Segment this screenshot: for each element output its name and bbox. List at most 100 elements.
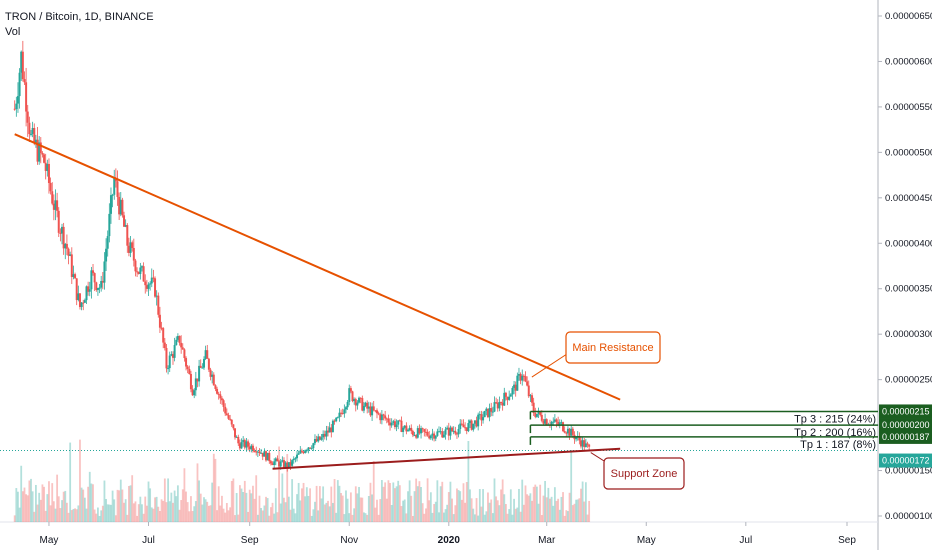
volume-bar (20, 465, 23, 522)
candle (522, 375, 525, 377)
volume-bar (49, 505, 52, 522)
volume-bar (531, 500, 533, 522)
candle (98, 287, 101, 289)
price-tick-label: 0.00000500 (885, 147, 932, 158)
candle (41, 152, 44, 155)
candle (424, 431, 427, 433)
time-tick-label: Sep (838, 535, 856, 546)
volume-bar (421, 503, 424, 522)
candle (163, 342, 166, 348)
candle (59, 232, 62, 234)
candle (209, 369, 212, 377)
volume-bar (67, 512, 70, 522)
candle (33, 128, 36, 144)
candle (516, 375, 519, 391)
volume-bar (25, 494, 28, 522)
volume-bar (196, 463, 199, 522)
candle (475, 420, 478, 427)
volume-bar (167, 478, 169, 522)
candle (498, 401, 501, 409)
candle (21, 51, 24, 80)
volume-bar (385, 498, 388, 522)
volume-bar (511, 514, 514, 522)
candle (341, 413, 344, 415)
volume-bar (38, 492, 41, 522)
candle (282, 460, 285, 468)
volume-bar (343, 514, 346, 522)
volume-bar (363, 512, 365, 522)
candle (369, 406, 372, 416)
volume-bar (85, 508, 88, 522)
volume-bar (181, 489, 184, 522)
volume-bar (41, 484, 44, 522)
candle (245, 441, 248, 448)
volume-bar (261, 510, 264, 522)
candle (439, 431, 442, 433)
volume-bar (263, 505, 266, 522)
price-tick-label: 0.00000350 (885, 284, 932, 295)
volume-bar (291, 479, 294, 522)
candle (537, 411, 540, 414)
candle (420, 428, 423, 434)
candle (529, 395, 532, 397)
volume-bar (439, 486, 442, 522)
volume-bar (296, 494, 298, 522)
candle (230, 419, 233, 425)
chart-title: TRON / Bitcoin, 1D, BINANCE (5, 11, 154, 23)
volume-bar (15, 488, 18, 522)
volume-bar (250, 493, 253, 522)
candle (111, 194, 114, 196)
volume-bar (23, 487, 26, 522)
candle (483, 410, 486, 418)
candle (124, 225, 127, 227)
candle (168, 355, 171, 369)
candle (514, 384, 517, 391)
candle (274, 458, 277, 462)
volume-bar (410, 495, 413, 522)
candle (491, 411, 494, 413)
candle (524, 376, 527, 382)
volume-bar (310, 515, 313, 522)
volume-indicator-label[interactable]: Vol (5, 26, 21, 38)
volume-bar (377, 514, 380, 522)
volume-bar (444, 509, 447, 522)
candle (377, 413, 380, 415)
candle (23, 79, 26, 83)
candle (134, 260, 137, 272)
candle (575, 437, 578, 440)
volume-bar (274, 488, 277, 522)
volume-bar (553, 487, 556, 522)
candle (470, 420, 473, 430)
candle (171, 354, 174, 358)
volume-bar (340, 493, 342, 522)
candle (392, 421, 395, 423)
candle (276, 458, 279, 462)
candle (426, 431, 429, 436)
volume-bar (433, 504, 436, 522)
candle (328, 427, 331, 433)
volume-bar (434, 501, 437, 522)
candle (206, 350, 209, 359)
volume-bar (114, 515, 117, 522)
volume-bar (423, 513, 426, 522)
candle (358, 397, 361, 403)
candle (473, 420, 476, 424)
candle (129, 242, 132, 253)
target-price-tag-text: 0.00000215 (882, 406, 930, 416)
volume-bar (260, 507, 263, 522)
candle (284, 462, 287, 468)
candle (315, 439, 318, 442)
volume-bar (101, 505, 104, 522)
candle (442, 434, 445, 438)
volume-bar (426, 478, 429, 522)
resistance-trendline[interactable] (14, 133, 621, 401)
candle (349, 388, 352, 392)
candle (222, 400, 225, 407)
volume-bar (13, 515, 16, 522)
candle (490, 408, 493, 412)
volume-bar (145, 505, 148, 522)
candle (320, 437, 323, 440)
support-trendline[interactable] (272, 447, 621, 470)
volume-bar (255, 475, 258, 522)
